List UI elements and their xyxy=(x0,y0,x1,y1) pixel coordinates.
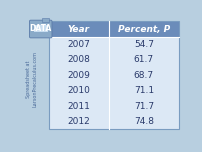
Text: 2010: 2010 xyxy=(67,86,90,95)
Text: 2007: 2007 xyxy=(67,40,90,49)
Text: Year: Year xyxy=(68,24,90,34)
Text: 74.8: 74.8 xyxy=(134,117,154,126)
Text: 2008: 2008 xyxy=(67,55,90,64)
FancyBboxPatch shape xyxy=(42,18,48,22)
Text: 68.7: 68.7 xyxy=(134,71,154,80)
Text: 71.1: 71.1 xyxy=(134,86,154,95)
FancyBboxPatch shape xyxy=(48,21,179,37)
Text: 2011: 2011 xyxy=(67,102,90,111)
Text: Spreadsheet at
LarsonPrecalculus.com: Spreadsheet at LarsonPrecalculus.com xyxy=(26,51,37,107)
Text: 2009: 2009 xyxy=(67,71,90,80)
Text: Percent, P: Percent, P xyxy=(118,24,170,34)
Text: DATA: DATA xyxy=(30,24,52,33)
Text: 71.7: 71.7 xyxy=(134,102,154,111)
Text: 54.7: 54.7 xyxy=(134,40,154,49)
FancyBboxPatch shape xyxy=(48,37,179,129)
FancyBboxPatch shape xyxy=(34,25,48,32)
FancyBboxPatch shape xyxy=(29,20,52,38)
Text: 61.7: 61.7 xyxy=(134,55,154,64)
Text: 2012: 2012 xyxy=(67,117,90,126)
